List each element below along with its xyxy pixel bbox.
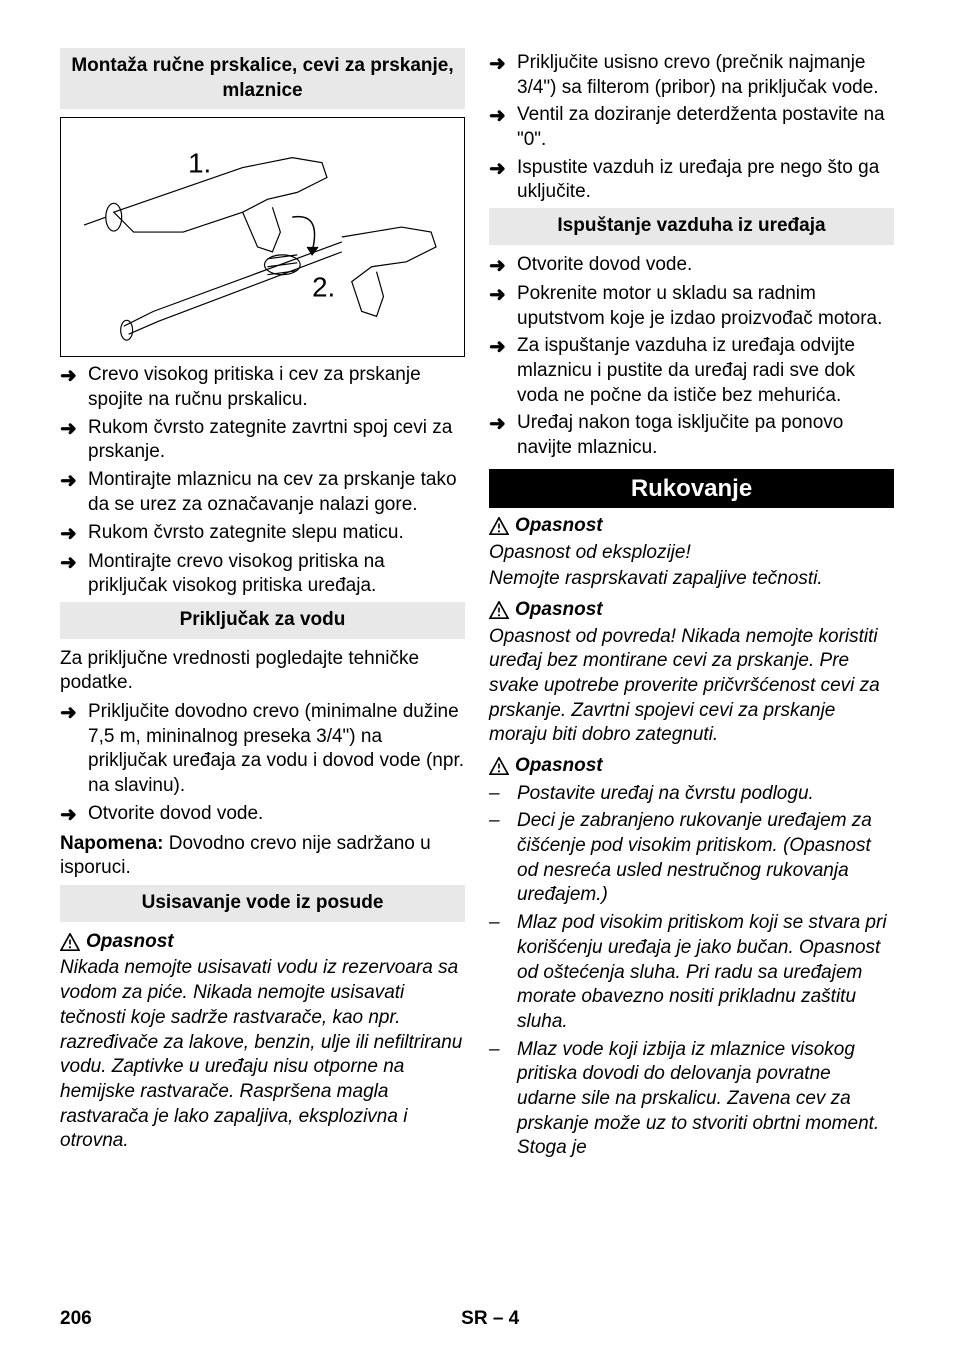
arrow-icon: ➜ <box>60 700 88 726</box>
page-code: SR – 4 <box>461 1307 519 1332</box>
dash-list-item: –Mlaz vode koji izbija iz mlaznice visok… <box>489 1038 894 1161</box>
dash-list-item: –Deci je zabranjeno rukovanje uređajem z… <box>489 809 894 908</box>
danger1-text2: Nemojte rasprskavati zapaljive tečnosti. <box>489 567 894 592</box>
heading-montaza: Montaža ručne prskalice, cevi za prskanj… <box>60 48 465 109</box>
list-item: ➜Rukom čvrsto zategnite slepu maticu. <box>60 521 465 547</box>
dash-item-text: Deci je zabranjeno rukovanje uređajem za… <box>517 809 894 908</box>
arrow-icon: ➜ <box>489 156 517 182</box>
list-item-text: Crevo visokog pritiska i cev za prskanje… <box>88 363 465 412</box>
list-item: ➜Otvorite dovod vode. <box>60 802 465 828</box>
list-item: ➜Uređaj nakon toga isključite pa ponovo … <box>489 411 894 460</box>
list-item: ➜Priključite dovodno crevo (minimalne du… <box>60 700 465 799</box>
list-item: ➜Ventil za doziranje deterdženta postavi… <box>489 103 894 152</box>
dash-list-item: –Mlaz pod visokim pritiskom koji se stva… <box>489 911 894 1034</box>
heading-usisavanje: Usisavanje vode iz posude <box>60 885 465 922</box>
arrow-icon: ➜ <box>489 282 517 308</box>
list-item: ➜Crevo visokog pritiska i cev za prskanj… <box>60 363 465 412</box>
list-item-text: Uređaj nakon toga isključite pa ponovo n… <box>517 411 894 460</box>
list-item-text: Pokrenite motor u skladu sa radnim uputs… <box>517 282 894 331</box>
warning-icon <box>489 757 509 775</box>
list-item: ➜Montirajte crevo visokog pritiska na pr… <box>60 550 465 599</box>
warning-icon <box>60 933 80 951</box>
arrow-icon: ➜ <box>60 363 88 389</box>
list-item: ➜Rukom čvrsto zategnite zavrtni spoj cev… <box>60 416 465 465</box>
heading-ispustanje: Ispuštanje vazduha iz uređaja <box>489 208 894 245</box>
dash-item-text: Mlaz pod visokim pritiskom koji se stvar… <box>517 911 894 1034</box>
dash-list-item: –Postavite uređaj na čvrstu podlogu. <box>489 782 894 807</box>
danger-label: Opasnost <box>515 598 603 623</box>
danger-row-left: Opasnost <box>60 930 465 955</box>
danger-row-r2: Opasnost <box>489 598 894 623</box>
arrow-icon: ➜ <box>489 411 517 437</box>
list-item: ➜Ispustite vazduh iz uređaja pre nego št… <box>489 156 894 205</box>
warning-icon <box>489 601 509 619</box>
danger-row-r3: Opasnost <box>489 754 894 779</box>
danger-text-left: Nikada nemojte usisavati vodu iz rezervo… <box>60 956 465 1154</box>
list-item-text: Ventil za doziranje deterdženta postavit… <box>517 103 894 152</box>
list-item-text: Ispustite vazduh iz uređaja pre nego što… <box>517 156 894 205</box>
arrow-icon: ➜ <box>489 103 517 129</box>
danger-label: Opasnost <box>86 930 174 955</box>
warning-icon <box>489 517 509 535</box>
list-item-text: Rukom čvrsto zategnite zavrtni spoj cevi… <box>88 416 465 465</box>
list-item-text: Za ispuštanje vazduha iz uređaja odvijte… <box>517 334 894 408</box>
list-item-text: Priključite usisno crevo (prečnik najman… <box>517 51 894 100</box>
danger-row-r1: Opasnost <box>489 514 894 539</box>
danger1-text1: Opasnost od eksplozije! <box>489 541 894 566</box>
list-item: ➜Otvorite dovod vode. <box>489 253 894 279</box>
dash-icon: – <box>489 911 517 936</box>
dash-item-text: Postavite uređaj na čvrstu podlogu. <box>517 782 894 807</box>
list-item-text: Montirajte mlaznicu na cev za prskanje t… <box>88 468 465 517</box>
arrow-icon: ➜ <box>489 334 517 360</box>
dash-item-text: Mlaz vode koji izbija iz mlaznice visoko… <box>517 1038 894 1161</box>
dash-icon: – <box>489 809 517 834</box>
dash-icon: – <box>489 1038 517 1063</box>
figure-label-2: 2. <box>312 272 335 303</box>
heading-rukovanje: Rukovanje <box>489 469 894 508</box>
page-number: 206 <box>60 1307 92 1332</box>
list-item: ➜Priključite usisno crevo (prečnik najma… <box>489 51 894 100</box>
danger2-text: Opasnost od povreda! Nikada nemojte kori… <box>489 625 894 748</box>
list-item-text: Rukom čvrsto zategnite slepu maticu. <box>88 521 465 546</box>
danger-label: Opasnost <box>515 754 603 779</box>
list-item-text: Priključite dovodno crevo (minimalne duž… <box>88 700 465 799</box>
list-item-text: Otvorite dovod vode. <box>517 253 894 278</box>
list-item: ➜Za ispuštanje vazduha iz uređaja odvijt… <box>489 334 894 408</box>
arrow-icon: ➜ <box>60 416 88 442</box>
arrow-icon: ➜ <box>60 802 88 828</box>
arrow-icon: ➜ <box>60 521 88 547</box>
note-para: Napomena: Dovodno crevo nije sadržano u … <box>60 832 465 881</box>
list-item-text: Otvorite dovod vode. <box>88 802 465 827</box>
heading-prikljucak: Priključak za vodu <box>60 602 465 639</box>
danger-label: Opasnost <box>515 514 603 539</box>
figure-label-1: 1. <box>188 148 211 179</box>
arrow-icon: ➜ <box>489 253 517 279</box>
list-item: ➜Montirajte mlaznicu na cev za prskanje … <box>60 468 465 517</box>
dash-icon: – <box>489 782 517 807</box>
arrow-icon: ➜ <box>489 51 517 77</box>
assembly-figure: 1. 2. <box>60 117 465 357</box>
para-tech-data: Za priključne vrednosti pogledajte tehni… <box>60 647 465 696</box>
list-item: ➜Pokrenite motor u skladu sa radnim uput… <box>489 282 894 331</box>
arrow-icon: ➜ <box>60 550 88 576</box>
list-item-text: Montirajte crevo visokog pritiska na pri… <box>88 550 465 599</box>
note-label: Napomena: <box>60 833 163 854</box>
arrow-icon: ➜ <box>60 468 88 494</box>
